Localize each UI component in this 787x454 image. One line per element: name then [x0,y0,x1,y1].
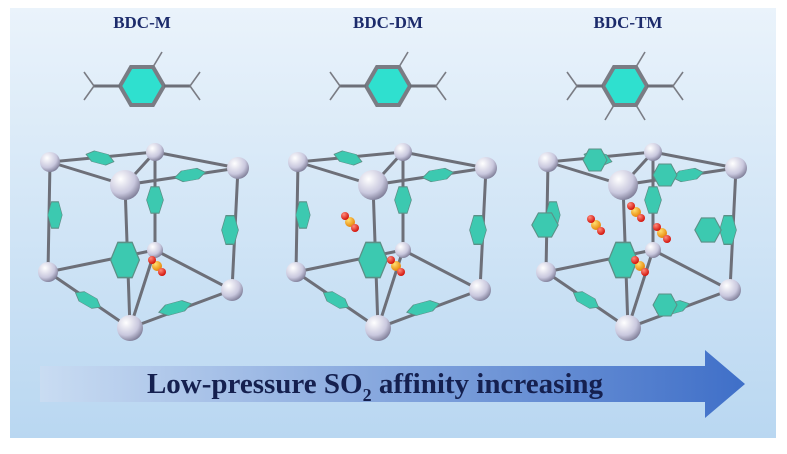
arrow-text-rest: affinity increasing [372,368,604,400]
arrow-text-main: Low-pressure SO [147,368,363,400]
label: BDC-DM [353,13,423,32]
linker-molecule [565,50,685,121]
arrow [40,350,745,418]
label: BDC-TM [594,13,663,32]
label: BDC-M [113,13,171,32]
arrow-text-subscript: 2 [363,385,372,405]
arrow-text: Low-pressure SO2 affinity increasing [147,368,604,405]
